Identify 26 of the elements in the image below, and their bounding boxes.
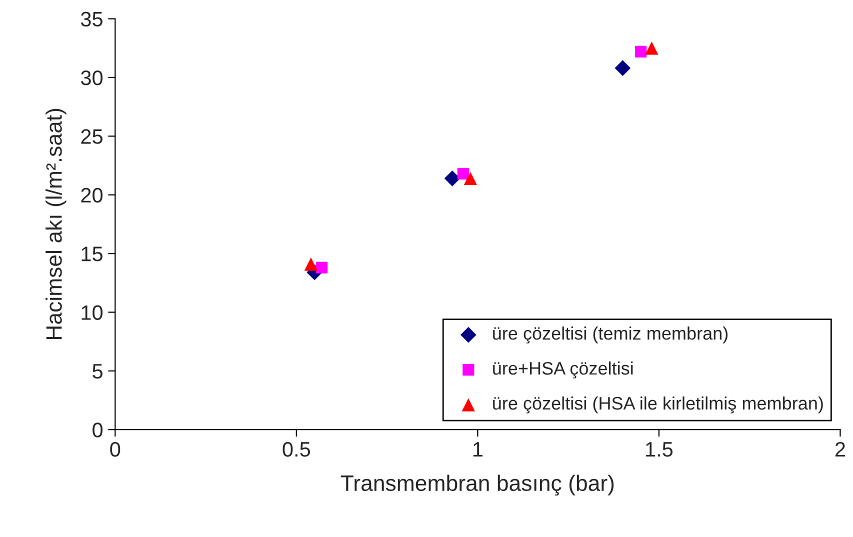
- y-tick-label: 5: [92, 364, 102, 379]
- y-tick-label: 10: [82, 305, 103, 320]
- y-tick-label: 0: [92, 422, 103, 438]
- x-tick-label: 1: [473, 442, 482, 457]
- x-tick-label: 0.5: [282, 442, 310, 457]
- x-tick-label: 1.5: [646, 442, 673, 457]
- legend-label: üre çözeltisi (temiz membran): [493, 326, 728, 344]
- y-axis-title: Hacimsel akı (l/m².saat): [46, 108, 66, 340]
- legend-label: üre+HSA çözeltisi: [493, 361, 633, 378]
- point: [635, 46, 647, 58]
- point: [614, 60, 631, 76]
- y-tick-label: 35: [80, 12, 102, 27]
- y-tick-label: 25: [81, 129, 102, 144]
- y-tick-label: 30: [80, 70, 103, 86]
- point: [457, 168, 469, 180]
- y-tick-label: 20: [81, 188, 103, 203]
- x-axis-title: Transmembran basınç (bar): [340, 474, 614, 496]
- point: [444, 170, 460, 186]
- point: [464, 172, 478, 186]
- point: [316, 262, 328, 274]
- legend-label: üre çözeltisi (HSA ile kirletilmiş membran): [493, 396, 823, 414]
- point: [304, 258, 318, 271]
- x-tick-label: 2: [835, 442, 845, 457]
- x-tick-label: 0: [110, 442, 120, 457]
- y-tick-label: 15: [82, 246, 102, 262]
- point: [645, 42, 658, 55]
